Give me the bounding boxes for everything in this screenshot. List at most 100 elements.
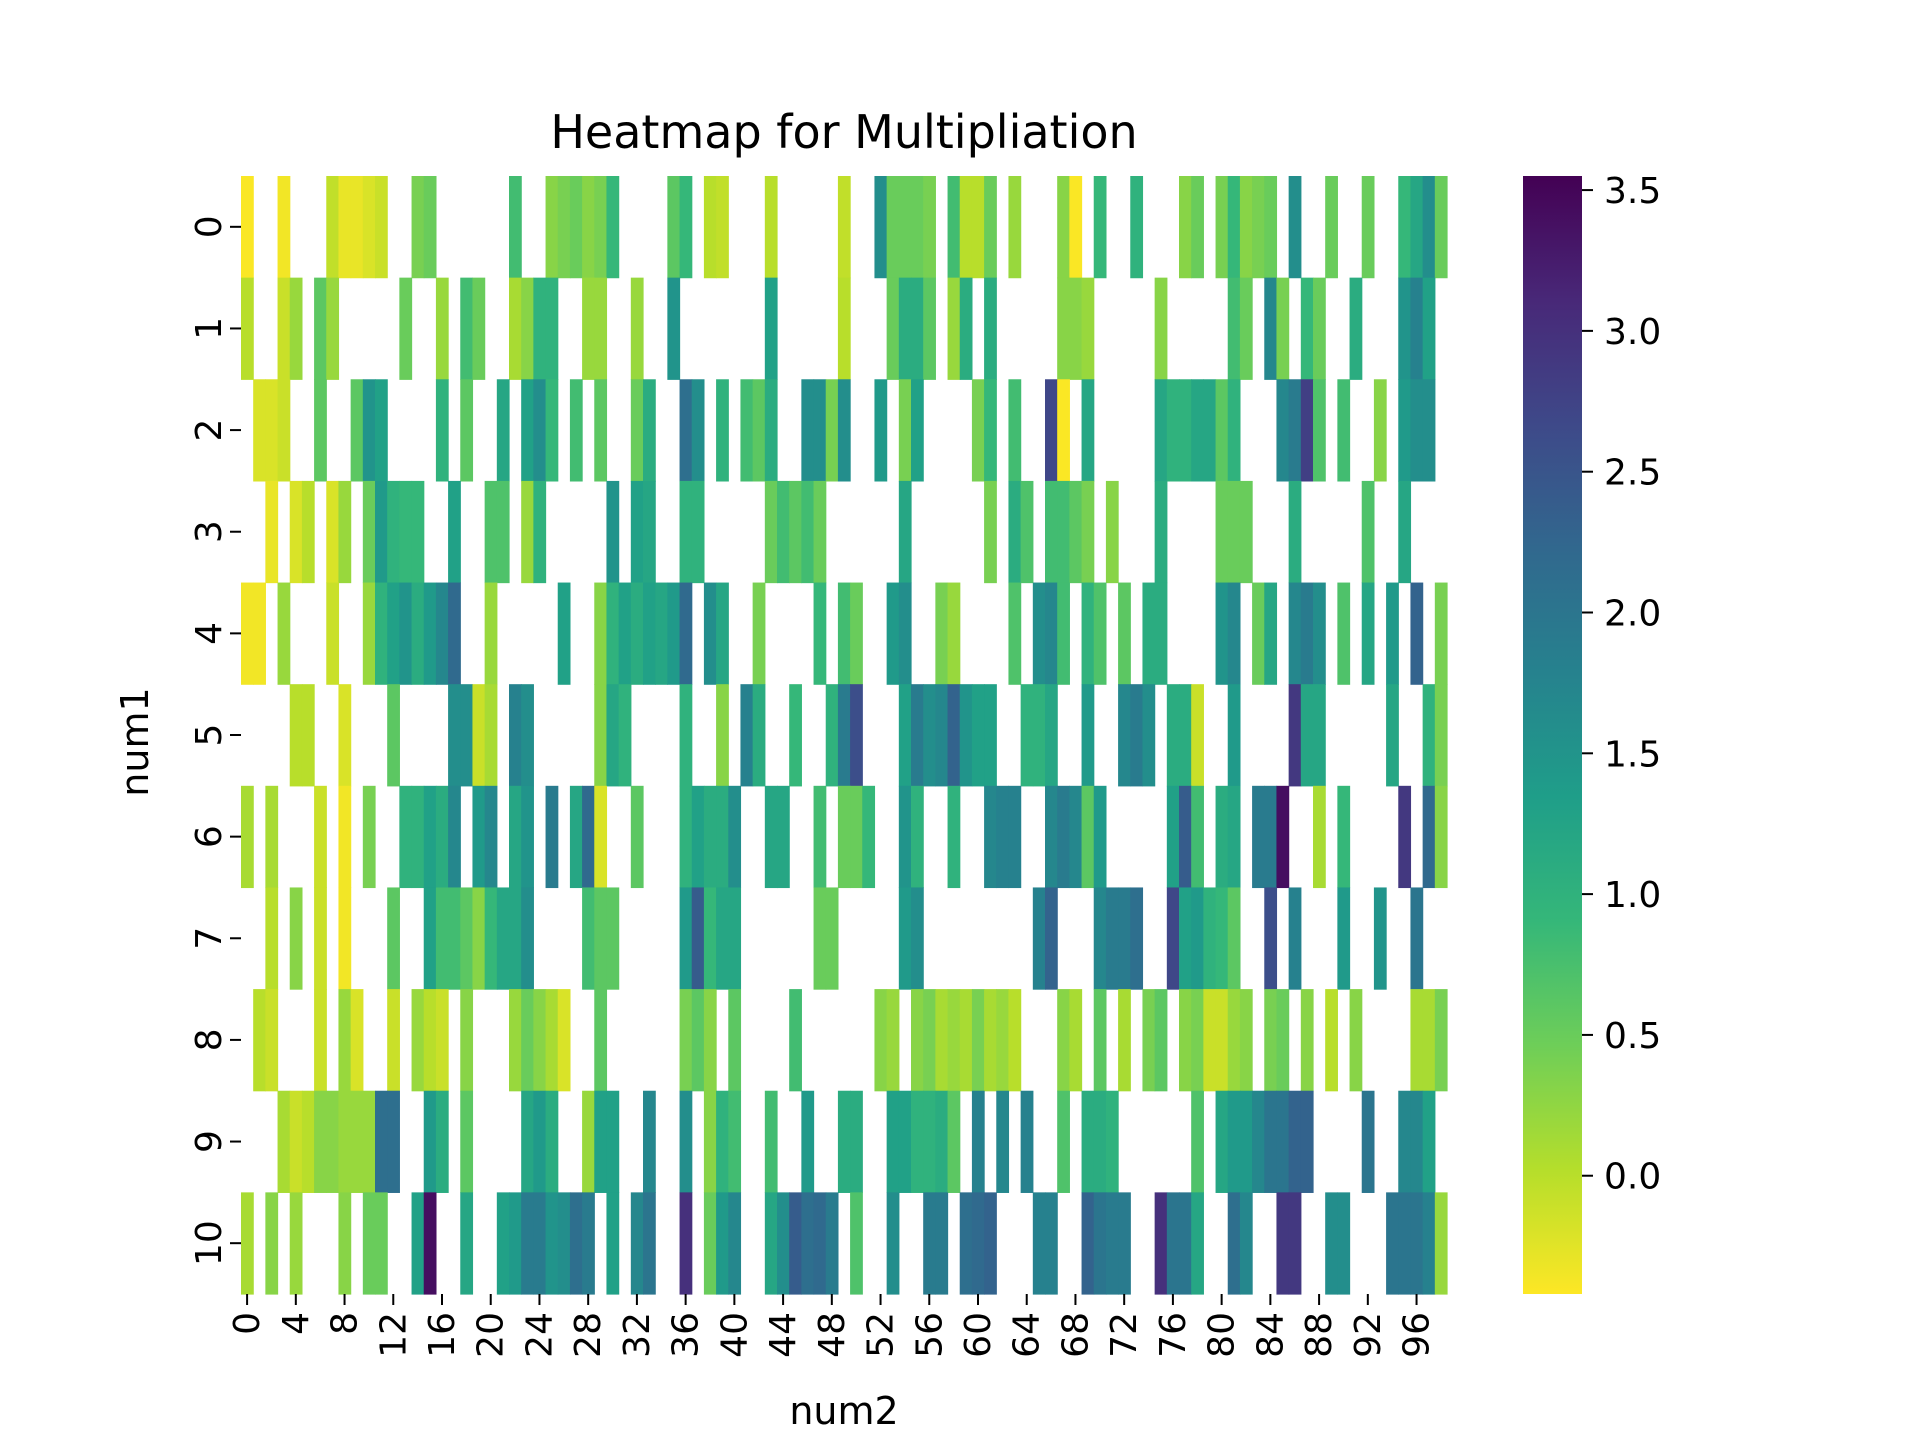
- heatmap-cell: [996, 989, 1010, 1092]
- heatmap-cell: [1410, 582, 1424, 685]
- heatmap-cell: [716, 379, 729, 482]
- heatmap-cell: [1361, 582, 1375, 685]
- heatmap-cell: [1227, 785, 1241, 889]
- heatmap-cell: [362, 1090, 376, 1193]
- heatmap-cell: [594, 176, 608, 279]
- heatmap-cell: [1057, 480, 1070, 584]
- heatmap-cell: [959, 989, 973, 1092]
- heatmap-cell: [1081, 480, 1095, 584]
- heatmap-cell: [1093, 887, 1107, 990]
- heatmap-cell: [594, 379, 608, 482]
- heatmap-cell: [253, 989, 266, 1092]
- heatmap-cell: [1410, 379, 1424, 482]
- heatmap-cell: [886, 582, 900, 685]
- heatmap-cell: [289, 480, 303, 584]
- heatmap-cell: [277, 1090, 291, 1193]
- heatmap-cell: [338, 1090, 352, 1193]
- heatmap-cell: [1166, 1192, 1180, 1295]
- heatmap-cell: [582, 785, 595, 889]
- heatmap-cell: [996, 1090, 1010, 1193]
- x-tick-label: 56: [909, 1312, 950, 1358]
- heatmap-cell: [1288, 684, 1302, 787]
- heatmap-cell: [301, 480, 315, 584]
- heatmap-cell: [1398, 176, 1412, 279]
- heatmap-cell: [545, 1192, 559, 1295]
- heatmap-cell: [898, 277, 912, 380]
- colorbar-tick-label: 3.0: [1604, 312, 1661, 353]
- heatmap-cell: [241, 582, 254, 685]
- heatmap-cell: [1264, 1090, 1278, 1193]
- heatmap-cell: [545, 1090, 559, 1193]
- heatmap-cell: [1045, 887, 1058, 990]
- heatmap-cell: [1118, 684, 1131, 787]
- heatmap-cell: [935, 1192, 949, 1295]
- colorbar: [1523, 176, 1582, 1294]
- heatmap-cell: [277, 582, 291, 685]
- heatmap-cell: [764, 1090, 778, 1193]
- heatmap-cell: [289, 684, 303, 787]
- heatmap-cell: [1142, 582, 1156, 685]
- heatmap-cell: [971, 1192, 985, 1295]
- heatmap-cell: [289, 1192, 303, 1295]
- heatmap-cell: [1227, 684, 1241, 787]
- heatmap-cell: [618, 582, 632, 685]
- heatmap-cell: [594, 989, 608, 1092]
- heatmap-cell: [947, 176, 961, 279]
- heatmap-cell: [789, 989, 802, 1092]
- heatmap-cell: [837, 176, 851, 279]
- heatmap-cell: [1264, 785, 1278, 889]
- heatmap-cell: [1288, 1192, 1302, 1295]
- heatmap-cell: [837, 582, 851, 685]
- heatmap-cell: [1422, 989, 1436, 1092]
- heatmap-cell: [898, 785, 912, 889]
- heatmap-cell: [411, 582, 425, 685]
- heatmap-cell: [594, 684, 608, 787]
- heatmap-cell: [947, 989, 961, 1092]
- heatmap-cell: [1191, 887, 1204, 990]
- heatmap-cell: [777, 480, 790, 584]
- heatmap-cell: [472, 277, 486, 380]
- heatmap-cell: [289, 887, 303, 990]
- heatmap-cell: [1203, 379, 1217, 482]
- heatmap-cell: [1191, 684, 1204, 787]
- heatmap-cell: [423, 582, 437, 685]
- heatmap-cell: [460, 379, 474, 482]
- heatmap-cell: [1434, 785, 1448, 889]
- heatmap-cell: [435, 785, 449, 889]
- heatmap-cell: [971, 1090, 985, 1193]
- heatmap-cell: [387, 582, 400, 685]
- x-tick-label: 12: [373, 1312, 414, 1358]
- heatmap-cell: [789, 684, 802, 787]
- heatmap-cell: [350, 379, 364, 482]
- heatmap-cell: [1349, 277, 1363, 380]
- heatmap-cell: [265, 989, 279, 1092]
- heatmap-cell: [423, 1090, 437, 1193]
- heatmap-cell: [582, 887, 595, 990]
- heatmap-cell: [1118, 989, 1131, 1092]
- heatmap-cell: [630, 480, 644, 584]
- heatmap-cell: [1069, 989, 1083, 1092]
- x-tick-label: 84: [1250, 1312, 1291, 1358]
- heatmap-cell: [1398, 1192, 1412, 1295]
- heatmap-cell: [1337, 1192, 1351, 1295]
- heatmap-cell: [1093, 1192, 1107, 1295]
- heatmap-cell: [1203, 887, 1217, 990]
- heatmap-cell: [679, 480, 693, 584]
- x-axis-label: num2: [789, 1389, 898, 1433]
- heatmap-cell: [1057, 582, 1070, 685]
- heatmap-cell: [874, 989, 888, 1092]
- heatmap-cell: [1422, 785, 1436, 889]
- heatmap-cell: [1179, 176, 1192, 279]
- heatmap-cell: [289, 277, 303, 380]
- heatmap-cell: [314, 379, 327, 482]
- heatmap-cell: [898, 887, 912, 990]
- x-tick-label: 64: [1007, 1312, 1048, 1358]
- heatmap-cell: [1142, 684, 1156, 787]
- y-tick-label: 4: [189, 622, 230, 645]
- heatmap-cell: [350, 1090, 364, 1193]
- heatmap-cell: [1434, 582, 1448, 685]
- x-tick-label: 60: [958, 1312, 999, 1358]
- heatmap-cell: [606, 1192, 620, 1295]
